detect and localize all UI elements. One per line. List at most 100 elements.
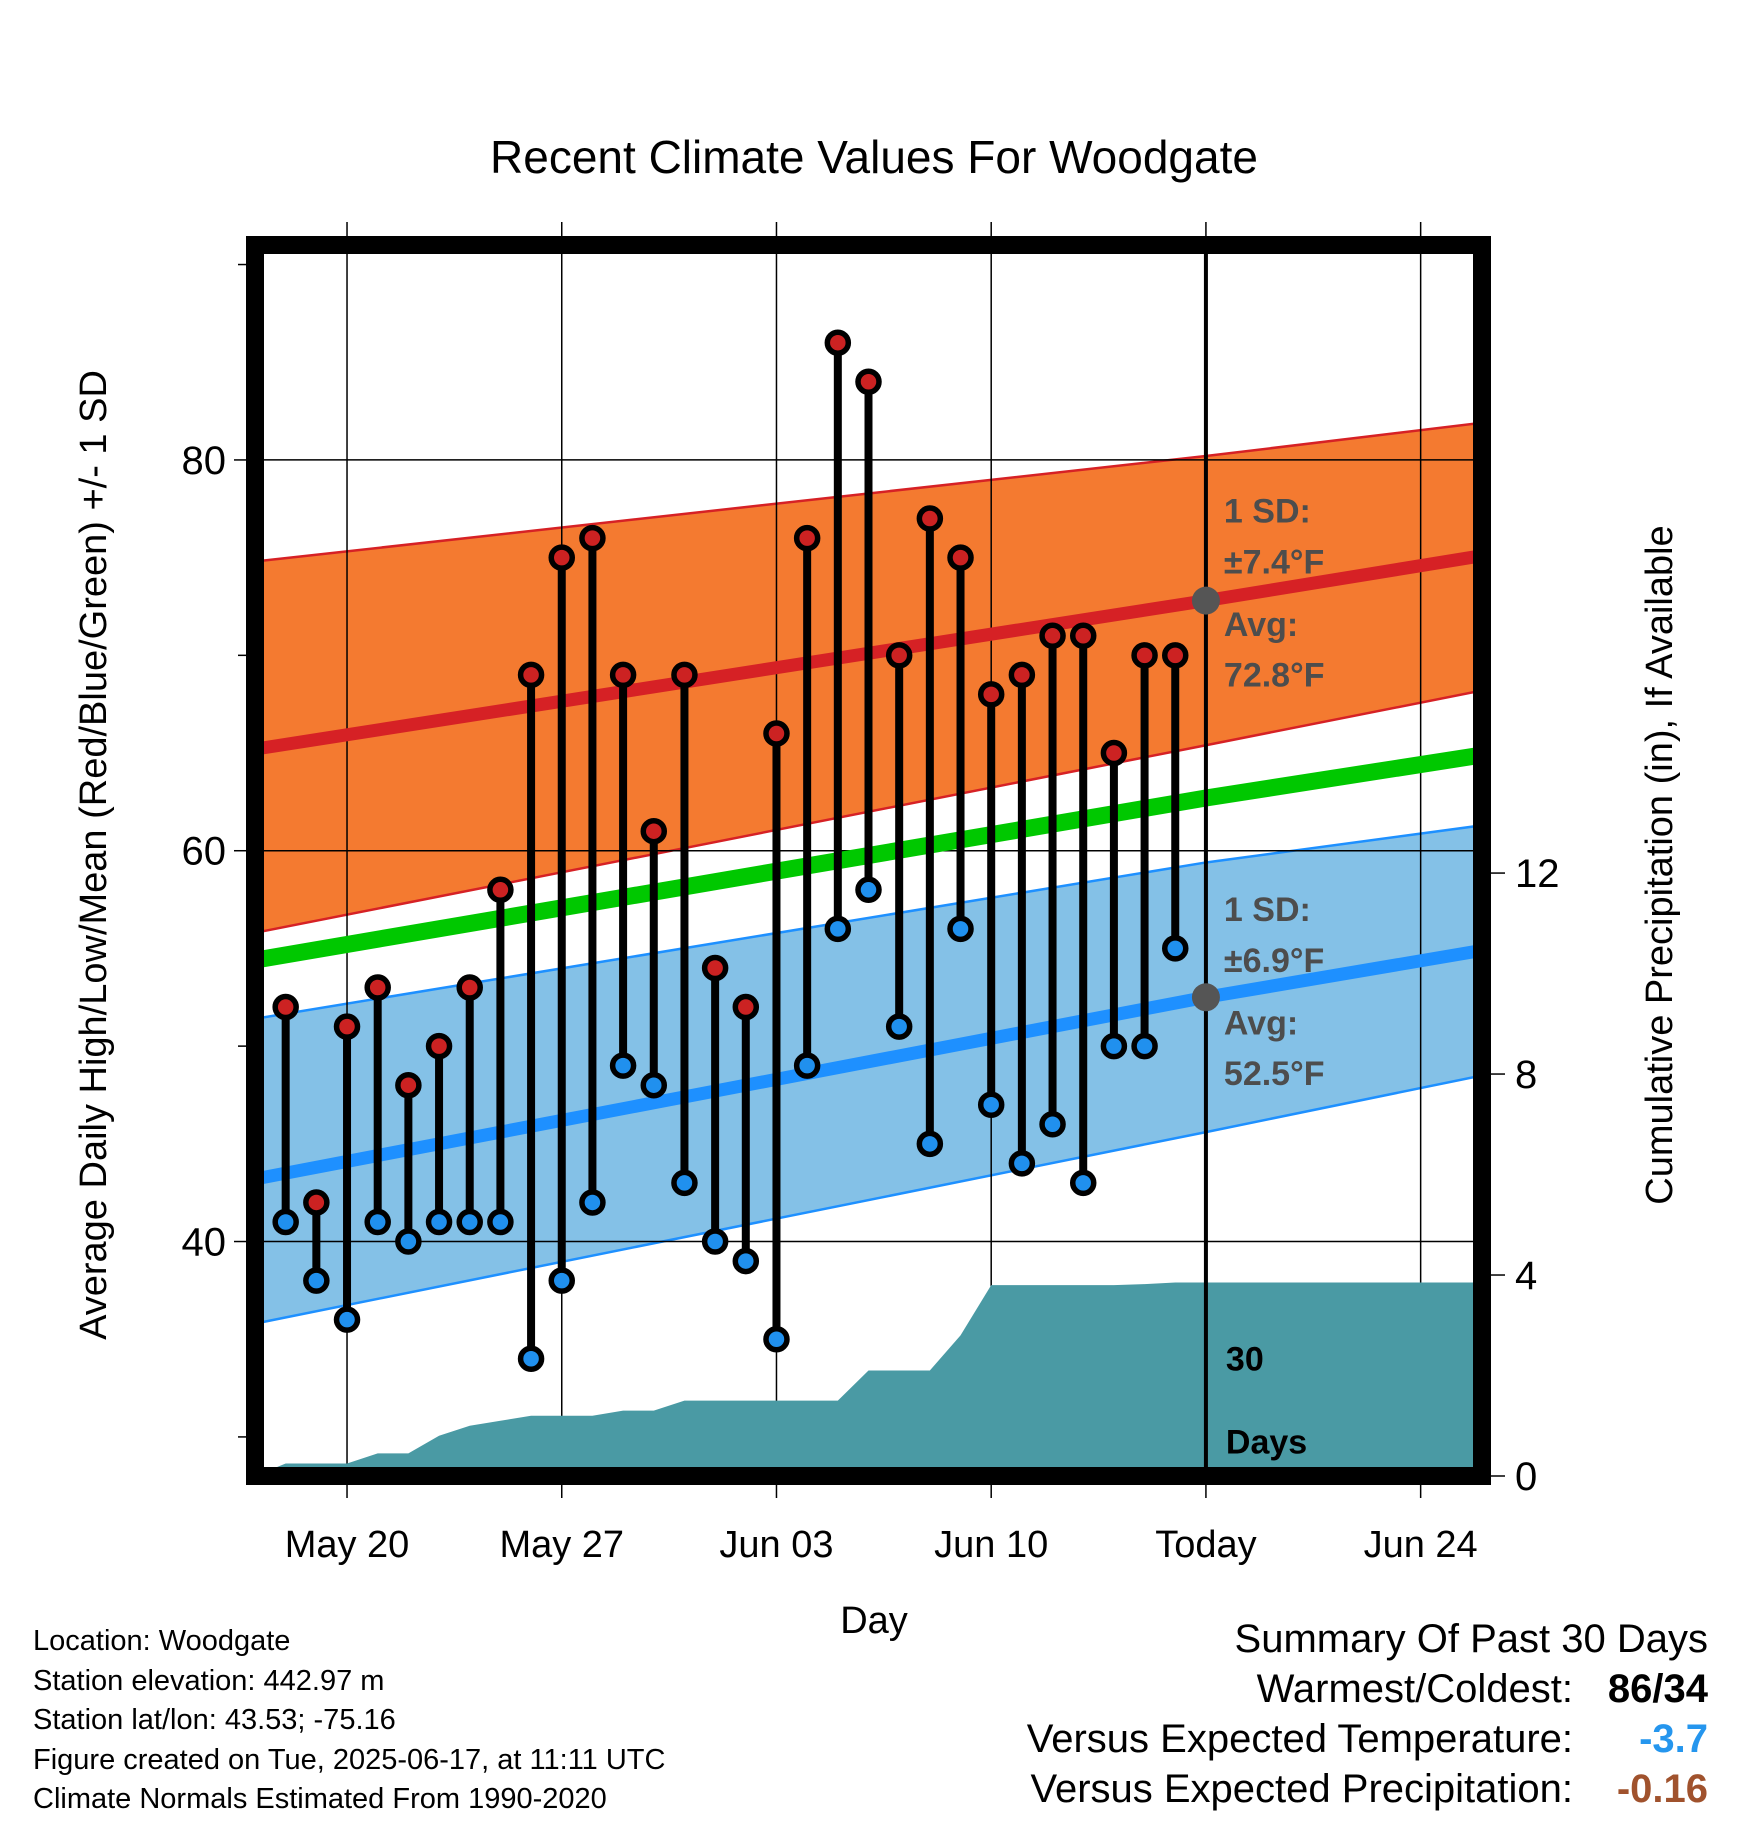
daily-high-marker [640, 817, 668, 845]
latlon-text: Station lat/lon: 43.53; -75.16 [33, 1704, 396, 1736]
daily-high-marker [855, 368, 882, 396]
daily-low-marker [548, 1267, 575, 1294]
daily-high-marker [579, 524, 606, 552]
chart-title: Recent Climate Values For Woodgate [490, 131, 1258, 183]
x-tick-label: May 27 [499, 1524, 624, 1566]
warmest-coldest-value: 86/34 [1607, 1667, 1708, 1711]
daily-high-marker [763, 720, 790, 747]
y2-axis-label: Cumulative Precipitation (in), If Availa… [1639, 525, 1681, 1204]
daily-low-marker [1008, 1150, 1036, 1177]
daily-high-marker [364, 974, 391, 1001]
daily-low-marker [793, 1052, 821, 1079]
daily-low-marker [732, 1247, 760, 1275]
daily-high-marker [671, 661, 698, 689]
y2-tick-label: 8 [1515, 1053, 1537, 1097]
station-info: Location: Woodgate Station elevation: 44… [33, 1622, 665, 1820]
high-avg-label: Avg: [1224, 606, 1298, 644]
daily-high-marker [793, 524, 821, 552]
high-avg-value: 72.8°F [1224, 657, 1325, 695]
precip-departure-label: Versus Expected Precipitation: [1030, 1767, 1573, 1811]
y2-tick-label: 0 [1515, 1455, 1537, 1499]
daily-low-marker [1069, 1169, 1097, 1197]
daily-low-marker [425, 1208, 453, 1236]
low-avg-value: 52.5°F [1224, 1055, 1325, 1093]
daily-high-marker [1131, 642, 1158, 669]
days-count: 30 [1226, 1340, 1264, 1378]
normals-text: Climate Normals Estimated From 1990-2020 [33, 1783, 607, 1815]
y2-tick-label: 12 [1515, 852, 1560, 896]
daily-low-marker [456, 1208, 483, 1236]
daily-high-marker [701, 954, 729, 982]
daily-high-marker [395, 1071, 422, 1099]
daily-high-marker [548, 544, 575, 571]
daily-high-marker [487, 876, 514, 904]
low-sd-label: 1 SD: [1224, 891, 1311, 929]
daily-low-marker [517, 1345, 545, 1373]
daily-high-marker [272, 993, 299, 1021]
daily-low-marker [272, 1208, 299, 1236]
daily-low-marker [364, 1208, 391, 1236]
high-sd-value: ±7.4°F [1224, 543, 1324, 581]
daily-low-marker [333, 1306, 361, 1333]
daily-high-marker [824, 329, 852, 356]
x-tick-label: Today [1155, 1524, 1256, 1566]
location-text: Location: Woodgate [33, 1625, 291, 1657]
temp-departure-value: -3.7 [1639, 1717, 1708, 1761]
x-tick-label: Jun 03 [719, 1524, 833, 1566]
summary-row-warmest-coldest: Warmest/Coldest: 86/34 [948, 1664, 1708, 1714]
high-sd-label: 1 SD: [1224, 492, 1311, 530]
x-tick-label: Jun 24 [1364, 1524, 1478, 1566]
daily-high-marker [732, 993, 760, 1021]
daily-low-marker [609, 1052, 637, 1079]
y-tick-label: 80 [182, 439, 227, 483]
daily-low-marker [701, 1228, 729, 1255]
summary-panel: Summary Of Past 30 Days Warmest/Coldest:… [948, 1614, 1708, 1814]
daily-low-marker [1162, 935, 1189, 962]
daily-low-marker [1131, 1032, 1158, 1060]
days-word: Days [1226, 1423, 1307, 1461]
elevation-text: Station elevation: 442.97 m [33, 1664, 385, 1697]
low-avg-marker [1191, 983, 1220, 1012]
plot-frame [246, 236, 1491, 1485]
daily-high-marker [1039, 622, 1066, 650]
daily-high-marker [456, 974, 483, 1001]
daily-high-marker [885, 642, 913, 669]
daily-low-marker [640, 1071, 668, 1099]
precip-departure-value: -0.16 [1616, 1767, 1708, 1811]
daily-high-marker [916, 505, 944, 532]
daily-high-marker [333, 1013, 361, 1040]
daily-low-marker [916, 1130, 944, 1158]
x-axis-label: Day [840, 1600, 908, 1642]
y2-tick-label: 4 [1515, 1254, 1537, 1298]
daily-high-marker [1008, 661, 1036, 689]
summary-row-precipitation: Versus Expected Precipitation: -0.16 [948, 1764, 1708, 1814]
y-tick-label: 60 [182, 830, 227, 874]
temp-departure-label: Versus Expected Temperature: [1026, 1717, 1573, 1761]
daily-low-marker [579, 1189, 606, 1216]
low-sd-value: ±6.9°F [1224, 942, 1324, 980]
daily-high-marker [1162, 642, 1189, 669]
low-avg-label: Avg: [1224, 1004, 1298, 1042]
created-text: Figure created on Tue, 2025-06-17, at 11… [33, 1743, 666, 1776]
daily-high-marker [303, 1189, 330, 1216]
x-tick-label: May 20 [285, 1524, 410, 1566]
high-avg-marker [1191, 586, 1220, 615]
precip-area [255, 1282, 1482, 1476]
plot-area: 1 SD: ±7.4°F Avg: 72.8°F 1 SD: ±6.9°F Avg: 52.5… [182, 222, 1560, 1566]
daily-low-marker [977, 1091, 1005, 1118]
y-tick-label: 40 [182, 1221, 227, 1265]
daily-low-marker [885, 1013, 913, 1040]
daily-high-marker [425, 1032, 453, 1060]
daily-high-marker [977, 681, 1005, 708]
daily-low-marker [671, 1169, 698, 1197]
daily-low-marker [824, 915, 852, 943]
daily-low-marker [303, 1267, 330, 1294]
x-tick-label: Jun 10 [934, 1524, 1048, 1566]
warmest-coldest-label: Warmest/Coldest: [1256, 1667, 1573, 1711]
daily-high-marker [947, 544, 974, 571]
daily-low-marker [947, 915, 974, 943]
daily-low-marker [1039, 1111, 1066, 1138]
y-axis-label: Average Daily High/Low/Mean (Red/Blue/Gr… [73, 370, 115, 1340]
daily-low-marker [1100, 1032, 1128, 1060]
